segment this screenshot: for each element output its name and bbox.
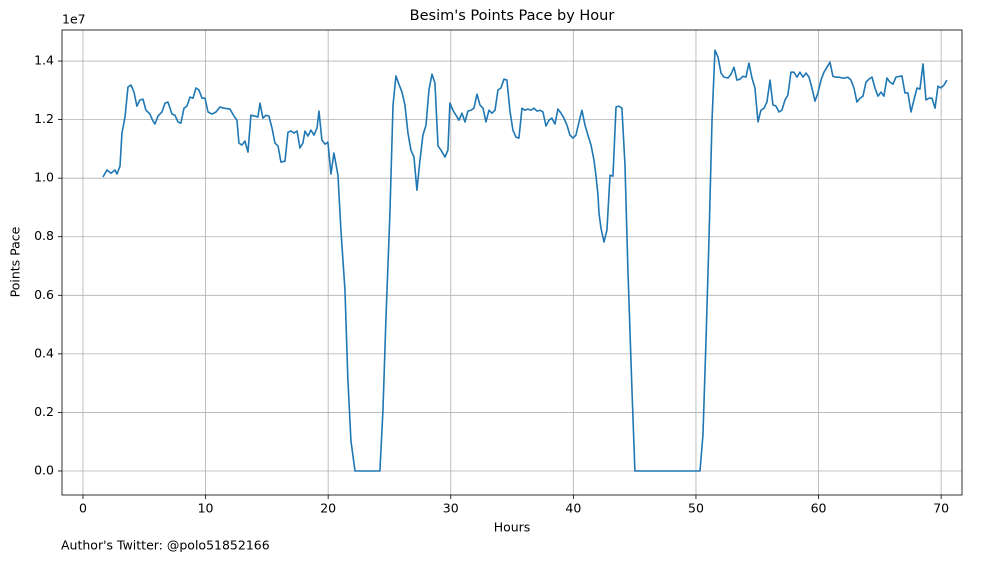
x-tick-label: 60 — [811, 501, 827, 516]
y-tick-label: 0.0 — [34, 462, 54, 477]
x-tick-label: 50 — [688, 501, 704, 516]
footer: Author's Twitter: @polo51852166 — [61, 538, 270, 553]
y-tick-label: 0.8 — [34, 228, 54, 243]
y-tick-label: 1.2 — [34, 111, 54, 126]
y-offset-label: 1e7 — [62, 12, 86, 27]
x-tick-label: 10 — [198, 501, 214, 516]
y-tick-label: 0.4 — [34, 345, 54, 360]
y-tick-label: 1.4 — [34, 53, 54, 68]
x-tick-label: 20 — [320, 501, 336, 516]
x-tick-label: 70 — [933, 501, 949, 516]
y-tick-label: 1.0 — [34, 170, 54, 185]
x-axis-label: Hours — [494, 520, 531, 535]
y-tick-label: 0.6 — [34, 287, 54, 302]
data-line — [102, 49, 948, 472]
y-axis-label: Points Pace — [8, 226, 23, 297]
x-tick-label: 40 — [565, 501, 581, 516]
plot-frame — [61, 29, 963, 496]
x-tick-label: 0 — [79, 501, 87, 516]
chart-title: Besim's Points Pace by Hour — [410, 8, 615, 24]
y-tick-label: 0.2 — [34, 404, 54, 419]
x-tick-label: 30 — [443, 501, 459, 516]
